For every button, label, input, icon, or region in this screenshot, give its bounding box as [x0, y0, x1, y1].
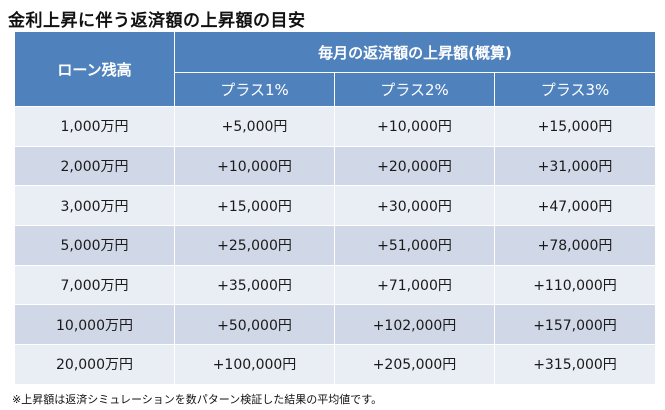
cell-plus-1: +15,000円	[174, 185, 335, 227]
header-row-group: ローン残高 毎月の返済額の上昇額(概算)	[14, 31, 656, 107]
header-loan-balance: ローン残高	[14, 31, 175, 107]
cell-plus-1: +50,000円	[174, 304, 335, 346]
cell-plus-1: +10,000円	[174, 145, 335, 187]
cell-plus-3: +47,000円	[494, 185, 656, 227]
cell-plus-2: +102,000円	[334, 304, 495, 346]
cell-balance: 20,000万円	[14, 344, 175, 385]
page-title: 金利上昇に伴う返済額の上昇額の目安	[8, 11, 306, 31]
table-row: 3,000万円 +15,000円 +30,000円 +47,000円	[14, 185, 656, 227]
cell-plus-1: +35,000円	[174, 264, 335, 306]
table-row: 7,000万円 +35,000円 +71,000円 +110,000円	[14, 264, 656, 306]
cell-plus-1: +25,000円	[174, 225, 335, 266]
header-plus-2: プラス2%	[334, 72, 495, 107]
header-plus-3: プラス3%	[494, 72, 656, 107]
cell-balance: 5,000万円	[14, 225, 175, 266]
cell-plus-2: +30,000円	[334, 185, 495, 227]
cell-balance: 10,000万円	[14, 304, 175, 346]
table-row: 20,000万円 +100,000円 +205,000円 +315,000円	[14, 344, 656, 385]
cell-balance: 7,000万円	[14, 264, 175, 306]
cell-balance: 2,000万円	[14, 145, 175, 187]
cell-plus-1: +100,000円	[174, 344, 335, 385]
header-monthly-increase: 毎月の返済額の上昇額(概算)	[174, 31, 656, 73]
header-row-sub: プラス1% プラス2% プラス3%	[15, 72, 656, 107]
cell-plus-3: +315,000円	[494, 344, 656, 385]
cell-balance: 3,000万円	[14, 185, 175, 227]
table-row: 5,000万円 +25,000円 +51,000円 +78,000円	[14, 225, 656, 266]
cell-plus-2: +71,000円	[334, 264, 495, 306]
cell-plus-1: +5,000円	[174, 106, 335, 147]
table-row: 2,000万円 +10,000円 +20,000円 +31,000円	[14, 145, 656, 187]
cell-plus-2: +10,000円	[334, 106, 495, 147]
cell-plus-3: +78,000円	[494, 225, 656, 266]
table-row: 10,000万円 +50,000円 +102,000円 +157,000円	[14, 304, 656, 346]
cell-balance: 1,000万円	[14, 106, 175, 147]
footnote: ※上昇額は返済シミュレーションを数パターン検証した結果の平均値です。	[12, 393, 383, 406]
cell-plus-3: +15,000円	[494, 106, 656, 147]
table-row: 1,000万円 +5,000円 +10,000円 +15,000円	[14, 106, 656, 147]
repayment-increase-table: ローン残高 毎月の返済額の上昇額(概算) プラス1% プラス2% プラス3% 1…	[14, 31, 656, 385]
header-plus-1: プラス1%	[174, 72, 335, 107]
cell-plus-3: +110,000円	[494, 264, 656, 306]
cell-plus-2: +51,000円	[334, 225, 495, 266]
cell-plus-2: +20,000円	[334, 145, 495, 187]
cell-plus-3: +31,000円	[494, 145, 656, 187]
cell-plus-2: +205,000円	[334, 344, 495, 385]
cell-plus-3: +157,000円	[494, 304, 656, 346]
